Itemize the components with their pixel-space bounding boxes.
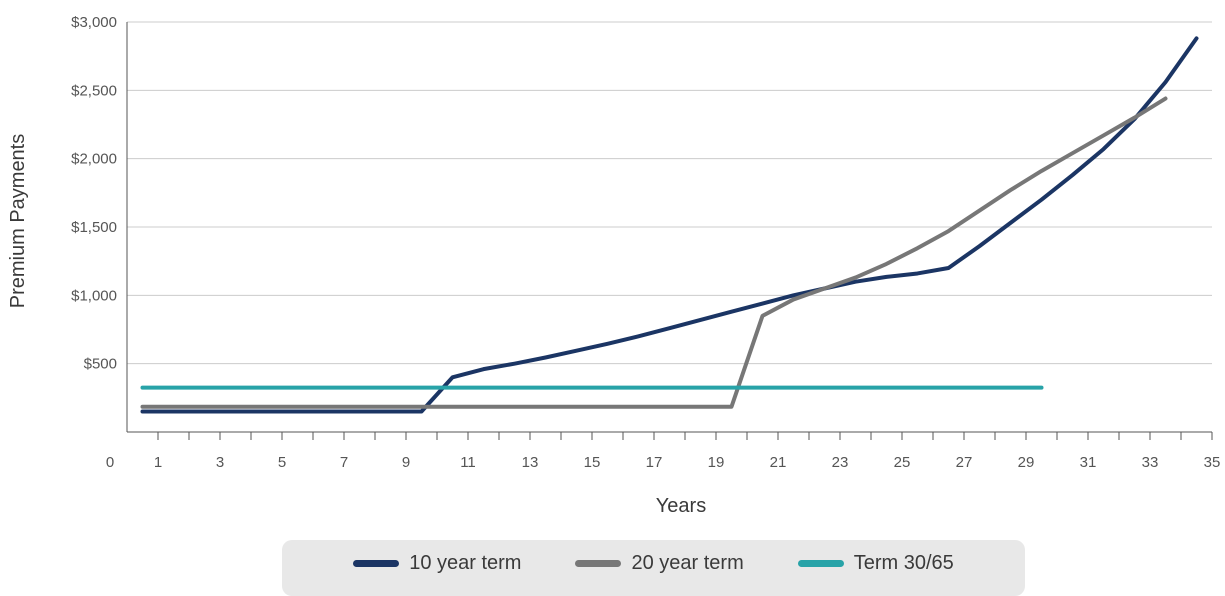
- y-tick-label: $1,500: [71, 219, 117, 236]
- x-tick-label: 31: [1080, 454, 1097, 471]
- series-lines: [140, 36, 1199, 414]
- x-tick-label: 3: [216, 454, 224, 471]
- x-tick-label: 0: [106, 454, 114, 471]
- y-axis-ticks: $500 $1,000 $1,500 $2,000 $2,500 $3,000: [71, 14, 117, 373]
- y-tick-label: $1,000: [71, 287, 117, 304]
- series-line-1: [140, 96, 1168, 409]
- legend-swatch-term-30-65: [797, 560, 844, 567]
- legend-label-10-year-term: 10 year term: [409, 552, 522, 574]
- x-tick-label: 29: [1018, 454, 1035, 471]
- x-tick-label: 27: [956, 454, 973, 471]
- series-line-0: [140, 36, 1199, 414]
- y-tick-label: $500: [84, 356, 117, 373]
- x-tick-label: 19: [708, 454, 725, 471]
- x-tick-label: 17: [646, 454, 663, 471]
- y-gridlines: [127, 21, 1212, 365]
- y-tick-label: $3,000: [71, 14, 117, 31]
- x-tick-label: 5: [278, 454, 286, 471]
- x-axis-title: Years: [656, 495, 706, 517]
- legend-swatch-10-year-term: [353, 560, 400, 567]
- x-tick-label: 11: [460, 454, 476, 471]
- x-tick-label: 7: [340, 454, 348, 471]
- x-tick-label: 15: [584, 454, 601, 471]
- legend-label-20-year-term: 20 year term: [631, 552, 744, 574]
- x-tick-label: 35: [1204, 454, 1221, 471]
- y-tick-label: $2,000: [71, 151, 117, 168]
- x-tick-label: 33: [1142, 454, 1159, 471]
- legend-swatch-20-year-term: [575, 560, 622, 567]
- x-tick-label: 1: [154, 454, 162, 471]
- legend-label-term-30-65: Term 30/65: [853, 552, 954, 574]
- x-axis-ticks: 0 1 3 5 7 9 11 13 15 17 19 21 23 25 27 29 31 33 35: [106, 432, 1221, 471]
- chart-legend: 10 year term 20 year term Term 30/65: [282, 540, 1025, 596]
- legend-item-10-year-term: 10 year term: [353, 552, 521, 575]
- legend-item-term-30-65: Term 30/65: [797, 552, 954, 575]
- axes: [126, 22, 1212, 433]
- x-tick-label: 25: [894, 454, 911, 471]
- legend-item-20-year-term: 20 year term: [575, 552, 744, 575]
- x-tick-label: 9: [402, 454, 410, 471]
- y-axis-title: Premium Payments: [7, 134, 29, 309]
- x-tick-label: 13: [522, 454, 539, 471]
- x-tick-label: 21: [770, 454, 787, 471]
- y-tick-label: $2,500: [71, 82, 117, 99]
- x-tick-label: 23: [832, 454, 849, 471]
